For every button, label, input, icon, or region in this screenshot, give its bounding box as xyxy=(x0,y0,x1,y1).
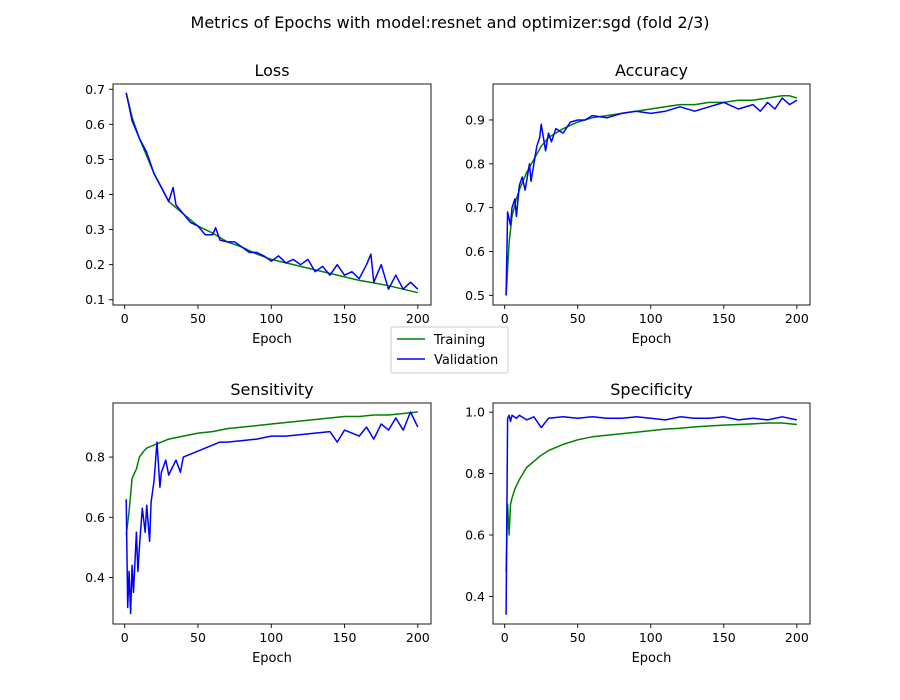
y-tick-label-loss: 0.5 xyxy=(85,152,105,167)
subplot-specificity: Specificity 0 50 100 150 200 0.4 0.6 0.8 1.0 Epoch xyxy=(465,380,811,666)
y-tick-label-loss: 0.2 xyxy=(85,257,105,272)
x-axis-label-sensitivity: Epoch xyxy=(252,651,292,666)
series-line-validation-sensitivity xyxy=(125,411,419,615)
y-tick-label-specificity: 0.8 xyxy=(465,466,485,481)
x-tick-label-accuracy: 0 xyxy=(501,311,509,326)
y-tick-label-accuracy: 0.5 xyxy=(465,288,485,303)
x-tick-label-accuracy: 200 xyxy=(785,311,809,326)
y-tick-label-accuracy: 0.7 xyxy=(465,200,485,215)
y-tick-label-specificity: 0.4 xyxy=(465,589,485,604)
x-tick-label-sensitivity: 200 xyxy=(406,630,430,645)
series-line-training-accuracy xyxy=(505,95,798,296)
figure-title: Metrics of Epochs with model:resnet and … xyxy=(191,13,710,32)
subplot-title-specificity: Specificity xyxy=(610,380,692,399)
y-tick-label-sensitivity: 0.4 xyxy=(85,570,105,585)
x-tick-label-specificity: 200 xyxy=(785,630,809,645)
legend-label-training: Training xyxy=(433,333,485,348)
y-tick-label-sensitivity: 0.6 xyxy=(85,510,105,525)
subplot-sensitivity: Sensitivity 0 50 100 150 200 0.4 0.6 0.8 Epoch xyxy=(85,380,432,666)
x-tick-label-loss: 100 xyxy=(259,311,283,326)
y-tick-label-accuracy: 0.8 xyxy=(465,156,485,171)
x-tick-label-loss: 50 xyxy=(190,311,206,326)
x-tick-label-specificity: 150 xyxy=(712,630,736,645)
y-tick-label-loss: 0.4 xyxy=(85,187,105,202)
subplot-title-loss: Loss xyxy=(254,61,289,80)
series-line-training-specificity xyxy=(505,422,797,572)
x-tick-label-sensitivity: 50 xyxy=(190,630,206,645)
subplot-title-accuracy: Accuracy xyxy=(615,61,688,80)
y-tick-label-sensitivity: 0.8 xyxy=(85,450,105,465)
x-tick-label-loss: 150 xyxy=(333,311,357,326)
x-tick-label-loss: 200 xyxy=(406,311,430,326)
x-tick-label-sensitivity: 100 xyxy=(259,630,283,645)
y-tick-label-specificity: 1.0 xyxy=(465,405,485,420)
series-line-training-loss xyxy=(125,92,418,294)
axes-frame-sensitivity xyxy=(112,402,432,625)
series-line-validation-loss xyxy=(125,92,419,290)
x-tick-label-specificity: 0 xyxy=(501,630,509,645)
subplot-title-sensitivity: Sensitivity xyxy=(230,380,313,399)
axes-frame-accuracy xyxy=(492,83,811,306)
series-line-validation-accuracy xyxy=(505,97,798,296)
legend: Training Validation xyxy=(390,326,509,374)
x-tick-label-accuracy: 150 xyxy=(712,311,736,326)
x-tick-label-specificity: 100 xyxy=(639,630,663,645)
y-tick-label-accuracy: 0.6 xyxy=(465,244,485,259)
subplot-accuracy: Accuracy 0 50 100 150 200 0.5 0.6 0.7 0.8 0.9 Epoch xyxy=(465,61,811,347)
x-tick-label-specificity: 50 xyxy=(570,630,586,645)
axes-frame-specificity xyxy=(492,402,811,625)
x-tick-label-loss: 0 xyxy=(121,311,129,326)
y-tick-label-loss: 0.7 xyxy=(85,82,105,97)
x-axis-label-loss: Epoch xyxy=(252,332,292,347)
x-tick-label-accuracy: 50 xyxy=(570,311,586,326)
x-tick-label-sensitivity: 150 xyxy=(333,630,357,645)
subplot-loss: Loss 0 50 100 150 200 0.1 0.2 0.3 0.4 0.5 0.6 0.7 Epo… xyxy=(85,61,432,347)
y-tick-label-loss: 0.3 xyxy=(85,222,105,237)
y-tick-label-accuracy: 0.9 xyxy=(465,112,485,127)
series-line-validation-specificity xyxy=(505,414,798,615)
x-axis-label-specificity: Epoch xyxy=(632,651,672,666)
series-line-training-sensitivity xyxy=(125,411,418,536)
x-tick-label-sensitivity: 0 xyxy=(121,630,129,645)
y-tick-label-specificity: 0.6 xyxy=(465,527,485,542)
legend-label-validation: Validation xyxy=(434,353,498,368)
y-tick-label-loss: 0.6 xyxy=(85,117,105,132)
x-tick-label-accuracy: 100 xyxy=(639,311,663,326)
x-axis-label-accuracy: Epoch xyxy=(632,332,672,347)
y-tick-label-loss: 0.1 xyxy=(85,292,105,307)
